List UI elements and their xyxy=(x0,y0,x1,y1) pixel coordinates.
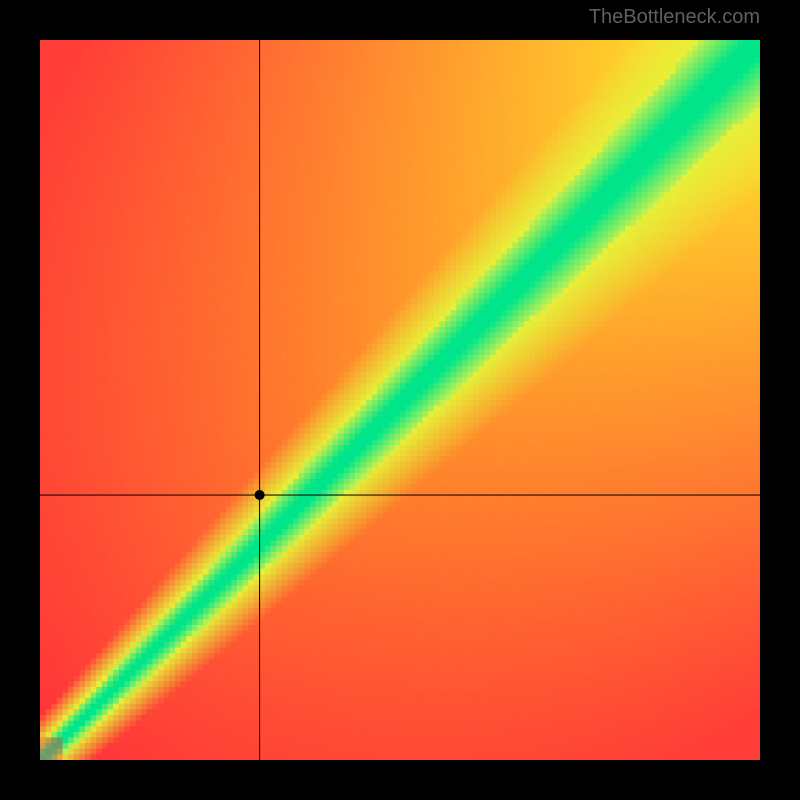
chart-container: TheBottleneck.com xyxy=(0,0,800,800)
watermark-text: TheBottleneck.com xyxy=(589,6,760,29)
plot-area xyxy=(40,40,760,760)
heatmap-canvas xyxy=(40,40,760,760)
